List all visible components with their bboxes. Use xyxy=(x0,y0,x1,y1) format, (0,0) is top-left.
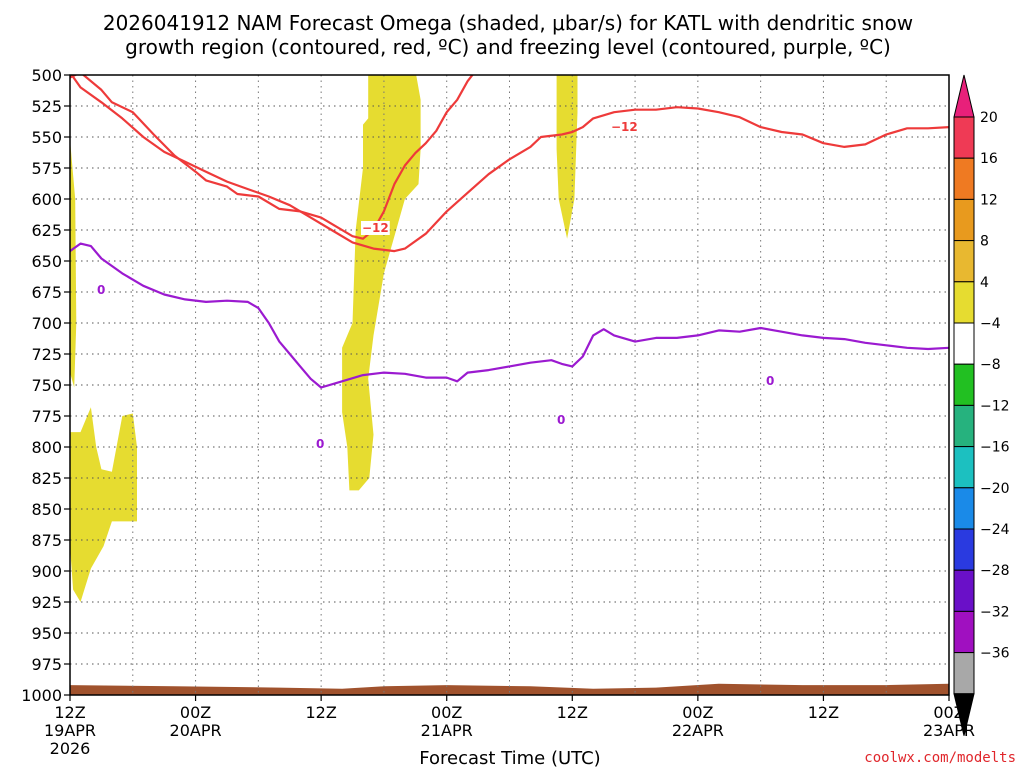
omega-shade-region xyxy=(342,75,421,491)
colorbar-label: 20 xyxy=(980,110,998,126)
y-tick-label: 600 xyxy=(31,190,62,209)
colorbar-label: −32 xyxy=(980,604,1010,620)
y-tick-label: 500 xyxy=(31,66,62,85)
x-tick-date: 22APR xyxy=(672,721,724,740)
freezing-label-right: 0 xyxy=(557,413,565,427)
contour-labels: −12 −12 0 0 0 0 xyxy=(96,120,776,451)
omega-shade-region xyxy=(70,407,137,602)
colorbar-label: −24 xyxy=(980,522,1010,538)
x-tick-date: 20APR xyxy=(170,721,222,740)
credit-text: coolwx.com/modelts xyxy=(864,750,1016,766)
omega-shade-region xyxy=(70,139,77,388)
freezing-label-far-right: 0 xyxy=(766,374,774,388)
y-tick-label: 875 xyxy=(31,531,62,550)
y-tick-label: 750 xyxy=(31,376,62,395)
colorbar-segment xyxy=(953,446,975,489)
dgz-lower-label: −12 xyxy=(611,120,638,134)
y-tick-label: 975 xyxy=(31,655,62,674)
y-tick-label: 575 xyxy=(31,159,62,178)
y-tick-label: 925 xyxy=(31,593,62,612)
y-tick-label: 675 xyxy=(31,283,62,302)
y-tick-label: 825 xyxy=(31,469,62,488)
y-tick-label: 700 xyxy=(31,314,62,333)
colorbar-segment xyxy=(953,487,975,530)
x-axis-label: Forecast Time (UTC) xyxy=(419,748,600,768)
surface-band xyxy=(70,683,949,695)
chart-title-line2: growth region (contoured, red, ºC) and f… xyxy=(125,35,891,59)
colorbar-label: 8 xyxy=(980,234,989,250)
colorbar-segment xyxy=(953,610,975,654)
dgz-upper-label: −12 xyxy=(362,221,389,235)
chart-title-line1: 2026041912 NAM Forecast Omega (shaded, μ… xyxy=(103,11,913,35)
colorbar-segment xyxy=(953,281,975,324)
y-tick-label: 900 xyxy=(31,562,62,581)
contour-label-background xyxy=(315,437,326,451)
y-tick-label: 625 xyxy=(31,221,62,240)
colorbar-label: −8 xyxy=(980,357,1001,373)
contour-label-background xyxy=(765,374,776,388)
colorbar-label: −28 xyxy=(980,563,1010,579)
omega-shading xyxy=(70,75,578,602)
contour-label-background xyxy=(96,283,107,297)
colorbar-segment xyxy=(953,652,975,695)
x-tick-time: 12Z xyxy=(557,703,588,722)
colorbar-label: −4 xyxy=(980,316,1001,332)
freezing-label-left: 0 xyxy=(97,283,105,297)
x-tick-time: 12Z xyxy=(808,703,839,722)
x-tick-time: 12Z xyxy=(54,703,85,722)
colorbar-label: −20 xyxy=(980,481,1010,497)
colorbar-segment xyxy=(953,404,975,448)
colorbar-label: 12 xyxy=(980,192,998,208)
colorbar-segment xyxy=(953,363,975,406)
colorbar-label: −16 xyxy=(980,440,1010,456)
y-tick-label: 850 xyxy=(31,500,62,519)
x-tick-time: 00Z xyxy=(431,703,462,722)
y-tick-label: 525 xyxy=(31,97,62,116)
colorbar: 20 16 12 8 4 −4 −8 −12 −16 −20 −24 −28 −32 −36 xyxy=(953,74,1010,736)
contour-label-background xyxy=(610,120,639,134)
colorbar-label: 4 xyxy=(980,275,989,291)
contour-label-background xyxy=(361,221,390,235)
y-tick-label: 1000 xyxy=(21,686,62,705)
y-tick-label: 725 xyxy=(31,345,62,364)
colorbar-label: −36 xyxy=(980,646,1010,662)
x-tick-year: 2026 xyxy=(50,739,91,758)
freezing-label-mid: 0 xyxy=(316,437,324,451)
dgz-upper-12C-contour xyxy=(70,75,474,240)
terrain-surface xyxy=(70,683,949,695)
colorbar-segment xyxy=(953,322,975,365)
colorbar-top-cap xyxy=(953,74,975,118)
colorbar-segment xyxy=(953,198,975,242)
y-tick-label: 950 xyxy=(31,624,62,643)
colorbar-label: 16 xyxy=(980,151,998,167)
y-tick-label: 550 xyxy=(31,128,62,147)
y-tick-label: 800 xyxy=(31,438,62,457)
colorbar-segment xyxy=(953,528,975,571)
freezing-level-0C-contour xyxy=(70,242,949,389)
contours xyxy=(70,65,949,389)
plot-frame xyxy=(69,74,950,696)
x-tick-time: 00Z xyxy=(180,703,211,722)
dgz-upper-12C-b-contour xyxy=(803,65,824,70)
x-tick-time: 12Z xyxy=(305,703,336,722)
contour-label-background xyxy=(556,413,567,427)
dgz-lower-12C-contour xyxy=(70,75,949,253)
colorbar-segment xyxy=(953,240,975,283)
y-axis-ticks: 500 525 550 575 600 625 650 675 700 725 750 775 800 8… xyxy=(21,66,70,705)
grid xyxy=(70,75,949,695)
y-tick-label: 650 xyxy=(31,252,62,271)
x-tick-date: 21APR xyxy=(421,721,473,740)
y-tick-label: 775 xyxy=(31,407,62,426)
x-tick-time: 00Z xyxy=(682,703,713,722)
x-tick-date: 19APR xyxy=(44,721,96,740)
colorbar-bottom-cap xyxy=(953,693,975,736)
colorbar-segment xyxy=(953,569,975,612)
colorbar-segment xyxy=(953,116,975,159)
colorbar-segment xyxy=(953,157,975,200)
colorbar-label: −12 xyxy=(980,398,1010,414)
omega-shade-region xyxy=(556,75,578,239)
